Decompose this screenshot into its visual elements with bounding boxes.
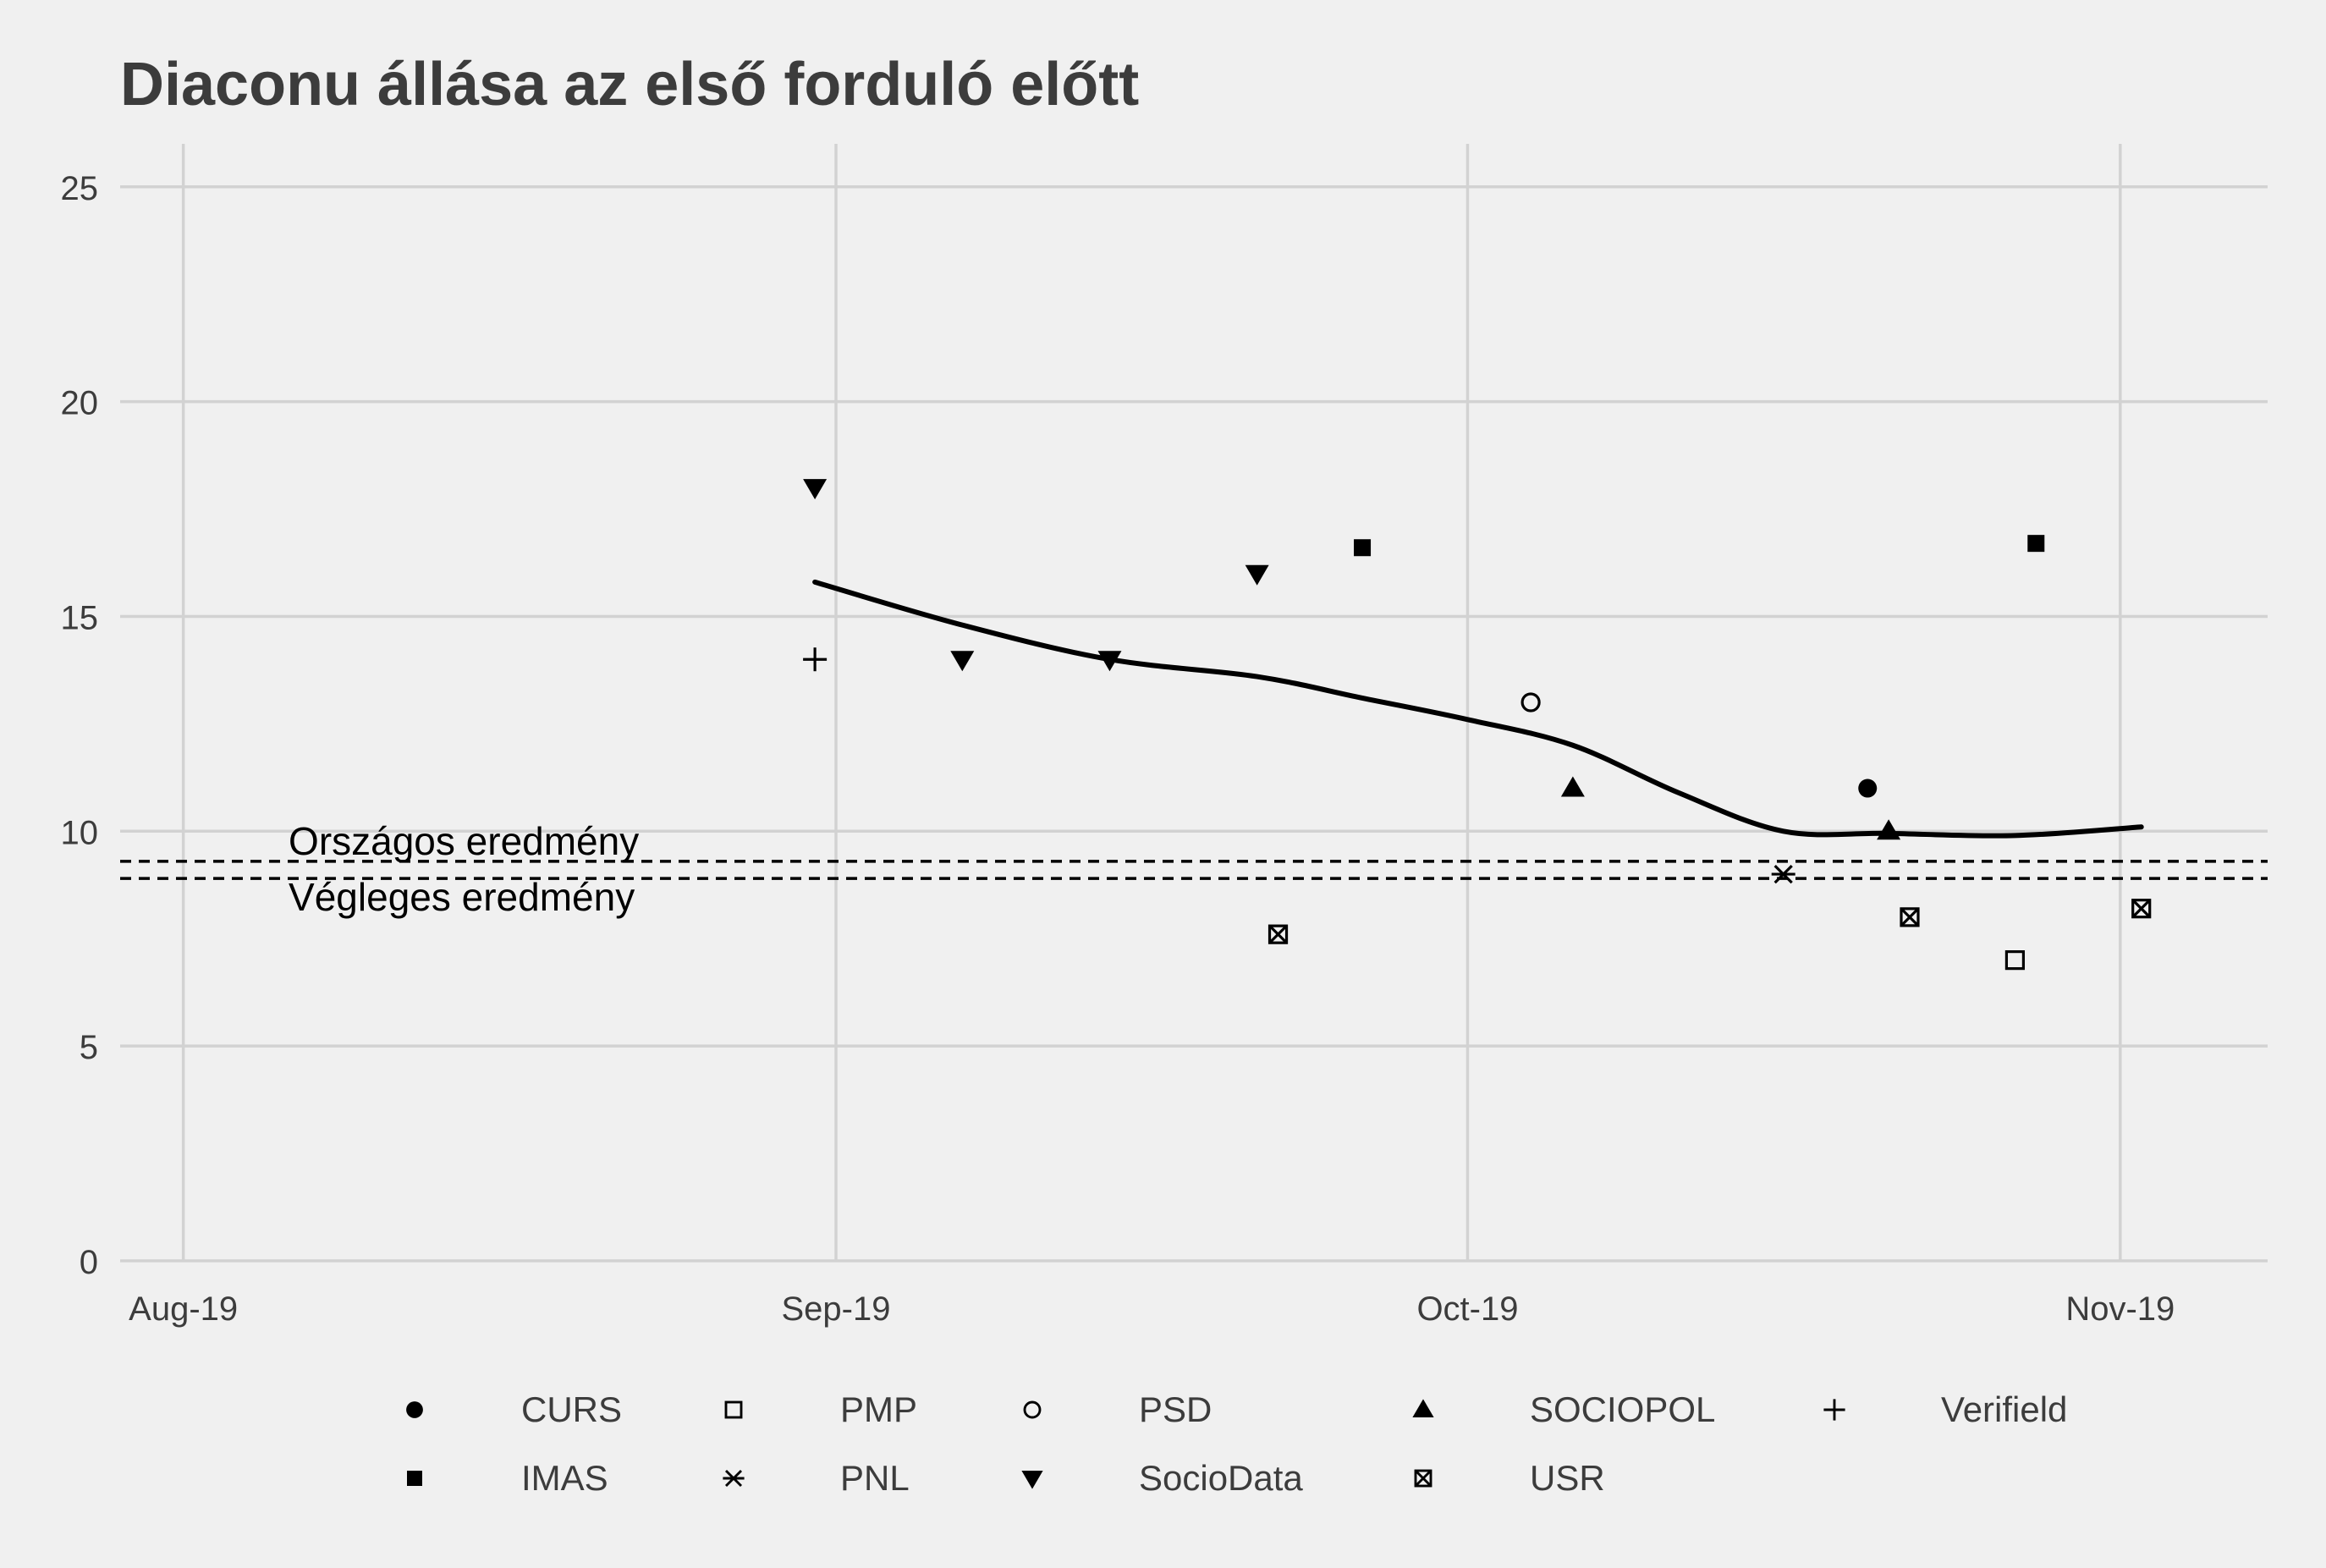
reference-line-label: Végleges eredmény bbox=[289, 875, 635, 919]
marker-shape bbox=[1245, 564, 1269, 586]
legend-label: CURS bbox=[521, 1389, 622, 1429]
x-tick-label: Aug-19 bbox=[129, 1290, 238, 1328]
marker-shape bbox=[724, 1469, 743, 1488]
legend-label: USR bbox=[1530, 1458, 1605, 1498]
legend: CURS PMP PSD SOCIOPOL Verifield IMAS PNL SocioD… bbox=[406, 1389, 2067, 1498]
data-point-imas bbox=[2027, 535, 2045, 553]
y-tick-label: 20 bbox=[61, 385, 99, 422]
marker-shape bbox=[1412, 1399, 1434, 1417]
legend-item-usr: USR bbox=[1414, 1458, 1605, 1498]
marker-shape bbox=[1023, 1400, 1042, 1419]
marker-shape bbox=[803, 479, 828, 500]
reference-line-label: Országos eredmény bbox=[289, 819, 639, 863]
data-point-curs bbox=[1858, 778, 1878, 798]
data-point-imas bbox=[1354, 539, 1372, 557]
legend-key bbox=[1823, 1399, 1845, 1421]
data-point-sociodata bbox=[1097, 651, 1122, 672]
legend-label: IMAS bbox=[521, 1458, 608, 1498]
trend-line bbox=[812, 579, 2144, 839]
marker-shape bbox=[1900, 907, 1920, 927]
marker-shape bbox=[2131, 899, 2152, 919]
marker-shape bbox=[406, 1401, 423, 1418]
data-point-psd bbox=[1520, 692, 1541, 712]
legend-item-sociopol: SOCIOPOL bbox=[1412, 1389, 1715, 1429]
marker-shape bbox=[1877, 819, 1901, 840]
data-point-sociopol bbox=[1877, 819, 1901, 840]
data-point-usr bbox=[2131, 899, 2152, 919]
legend-key bbox=[1412, 1399, 1434, 1417]
legend-label: SocioData bbox=[1139, 1458, 1303, 1498]
marker-shape bbox=[1900, 907, 1920, 927]
marker-shape bbox=[2027, 535, 2045, 553]
y-tick-label: 10 bbox=[61, 814, 99, 851]
data-point-sociopol bbox=[1560, 776, 1585, 797]
marker-shape bbox=[1097, 651, 1122, 672]
legend-key bbox=[1023, 1400, 1042, 1419]
trend-line-group bbox=[812, 579, 2144, 839]
marker-shape bbox=[1773, 864, 1793, 884]
marker-shape bbox=[1414, 1469, 1432, 1488]
marker-shape bbox=[1268, 925, 1288, 944]
marker-shape bbox=[1520, 692, 1541, 712]
legend-label: PSD bbox=[1139, 1389, 1212, 1429]
marker-shape bbox=[724, 1400, 743, 1419]
marker-shape bbox=[1560, 776, 1585, 797]
legend-key bbox=[724, 1400, 743, 1419]
legend-item-sociodata: SocioData bbox=[1021, 1458, 1303, 1498]
legend-item-curs: CURS bbox=[406, 1389, 622, 1429]
data-point-sociodata bbox=[1245, 564, 1269, 586]
legend-item-pmp: PMP bbox=[724, 1389, 917, 1429]
marker-shape bbox=[1354, 539, 1372, 557]
x-tick-label: Oct-19 bbox=[1416, 1290, 1518, 1328]
legend-item-psd: PSD bbox=[1023, 1389, 1212, 1429]
data-point-sociodata bbox=[950, 651, 975, 672]
legend-item-verifield: Verifield bbox=[1823, 1389, 2067, 1429]
legend-key bbox=[407, 1471, 422, 1486]
x-tick-label: Sep-19 bbox=[782, 1290, 891, 1328]
legend-item-pnl: PNL bbox=[723, 1458, 910, 1498]
grid bbox=[120, 144, 2268, 1263]
legend-key bbox=[1021, 1471, 1043, 1489]
marker-shape bbox=[950, 651, 975, 672]
x-tick-label: Nov-19 bbox=[2065, 1290, 2175, 1328]
data-point-pnl bbox=[1771, 864, 1795, 884]
marker-shape bbox=[1414, 1469, 1432, 1488]
reference-lines: Országos eredmény Végleges eredmény bbox=[120, 819, 2268, 919]
data-point-usr bbox=[1900, 907, 1920, 927]
legend-key bbox=[406, 1401, 423, 1418]
data-point-verifield bbox=[803, 647, 828, 672]
legend-label: PMP bbox=[840, 1389, 917, 1429]
legend-item-imas: IMAS bbox=[407, 1458, 608, 1498]
legend-key bbox=[723, 1469, 745, 1488]
legend-label: PNL bbox=[840, 1458, 910, 1498]
y-tick-label: 25 bbox=[61, 170, 99, 207]
marker-shape bbox=[1267, 924, 1289, 944]
legend-label: SOCIOPOL bbox=[1530, 1389, 1715, 1429]
legend-key bbox=[1414, 1469, 1432, 1488]
data-point-sociodata bbox=[803, 479, 828, 500]
y-axis: 0 5 10 15 20 25 bbox=[61, 170, 99, 1281]
legend-label: Verifield bbox=[1941, 1389, 2067, 1429]
y-tick-label: 5 bbox=[80, 1029, 98, 1066]
marker-shape bbox=[1858, 778, 1878, 798]
data-points bbox=[803, 479, 2152, 971]
y-tick-label: 0 bbox=[80, 1244, 98, 1281]
marker-shape bbox=[1021, 1471, 1043, 1489]
marker-shape bbox=[2004, 950, 2026, 971]
marker-shape bbox=[407, 1471, 422, 1486]
chart-title: Diaconu állása az első forduló előtt bbox=[120, 51, 1139, 118]
marker-shape bbox=[2131, 899, 2151, 918]
y-tick-label: 15 bbox=[61, 599, 99, 636]
data-point-usr bbox=[1267, 924, 1289, 944]
x-axis: Aug-19 Sep-19 Oct-19 Nov-19 bbox=[129, 1290, 2175, 1328]
data-point-pmp bbox=[2004, 950, 2026, 971]
